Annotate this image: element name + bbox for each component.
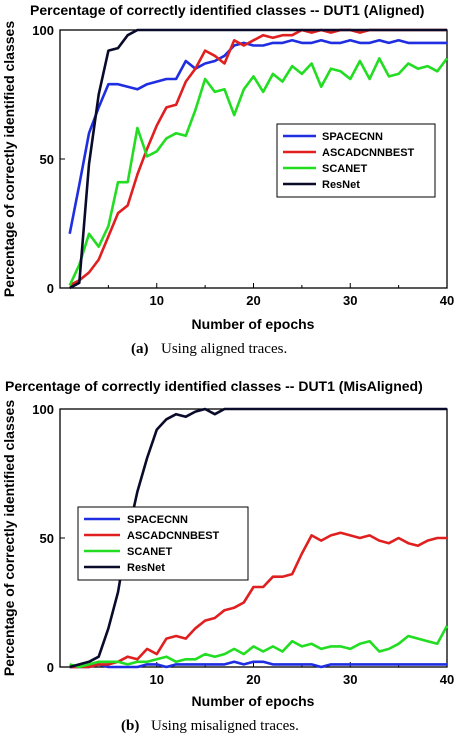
- x-tick-label: 10: [150, 293, 164, 308]
- x-tick-label: 40: [440, 293, 454, 308]
- legend-label-scanet: SCANET: [322, 163, 368, 175]
- x-tick-label: 30: [343, 293, 357, 308]
- y-axis-label: Percentage of correctly identified class…: [1, 21, 17, 297]
- chart-title: Percentage of correctly identified class…: [5, 378, 423, 394]
- caption-label: (a): [131, 341, 149, 357]
- legend-label-ascadcnnbest: ASCADCNNBEST: [322, 147, 415, 159]
- legend-label-ascadcnnbest: ASCADCNNBEST: [127, 530, 220, 542]
- x-axis-label: Number of epochs: [192, 693, 315, 709]
- caption-text: Using aligned traces.: [161, 341, 287, 357]
- series-line-scanet: [68, 57, 449, 286]
- caption: (a) Using aligned traces.: [131, 341, 287, 357]
- y-tick-label: 100: [32, 402, 54, 417]
- series-line-spacecnn: [69, 660, 447, 669]
- caption: (b) Using misaligned traces.: [121, 718, 299, 734]
- legend-label-scanet: SCANET: [127, 546, 173, 558]
- series-line-resnet: [69, 28, 447, 290]
- x-tick-label: 20: [246, 672, 260, 687]
- caption-text: Using misaligned traces.: [151, 718, 299, 734]
- legend-label-spacecnn: SPACECNN: [127, 514, 188, 526]
- axis-ticks: 10 20 30 40 0 50 100: [32, 23, 454, 308]
- legend: SPACECNN ASCADCNNBEST SCANET ResNet: [77, 506, 249, 581]
- legend-label-resnet: ResNet: [127, 562, 165, 574]
- y-axis-label: Percentage of correctly identified class…: [1, 400, 17, 676]
- x-tick-label: 10: [150, 672, 164, 687]
- y-tick-label: 50: [40, 152, 54, 167]
- x-tick-label: 40: [440, 672, 454, 687]
- series-line-ascadcnnbest: [69, 531, 447, 669]
- legend: SPACECNN ASCADCNNBEST SCANET ResNet: [276, 123, 436, 198]
- series-line-spacecnn: [68, 38, 447, 235]
- y-tick-label: 0: [47, 281, 54, 296]
- y-tick-label: 100: [32, 23, 54, 38]
- y-tick-label: 50: [40, 531, 54, 546]
- series-lines: [68, 28, 449, 290]
- series-line-scanet: [69, 625, 449, 669]
- chart-title: Percentage of correctly identified class…: [30, 2, 424, 18]
- x-axis-label: Number of epochs: [192, 316, 315, 332]
- panel-misaligned: Percentage of correctly identified class…: [1, 378, 454, 734]
- y-tick-label: 0: [47, 660, 54, 675]
- panel-aligned: Percentage of correctly identified class…: [1, 2, 454, 357]
- legend-label-resnet: ResNet: [322, 179, 360, 191]
- legend-label-spacecnn: SPACECNN: [322, 131, 383, 143]
- x-tick-label: 30: [343, 672, 357, 687]
- x-tick-label: 20: [246, 293, 260, 308]
- caption-label: (b): [121, 718, 139, 734]
